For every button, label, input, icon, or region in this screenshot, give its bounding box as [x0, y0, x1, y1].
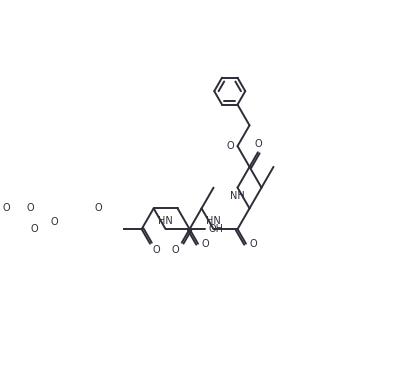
- Text: O: O: [27, 203, 34, 213]
- Text: O: O: [171, 245, 179, 255]
- Text: NH: NH: [230, 191, 244, 201]
- Text: O: O: [31, 224, 38, 234]
- Text: O: O: [2, 203, 10, 213]
- Text: O: O: [51, 217, 58, 227]
- Text: O: O: [152, 245, 160, 255]
- Text: HN: HN: [206, 216, 220, 226]
- Text: O: O: [226, 141, 233, 151]
- Text: O: O: [254, 139, 261, 149]
- Text: HN: HN: [158, 216, 173, 226]
- Text: OH: OH: [208, 224, 223, 234]
- Text: O: O: [94, 203, 102, 213]
- Text: O: O: [249, 239, 257, 249]
- Text: O: O: [201, 239, 209, 249]
